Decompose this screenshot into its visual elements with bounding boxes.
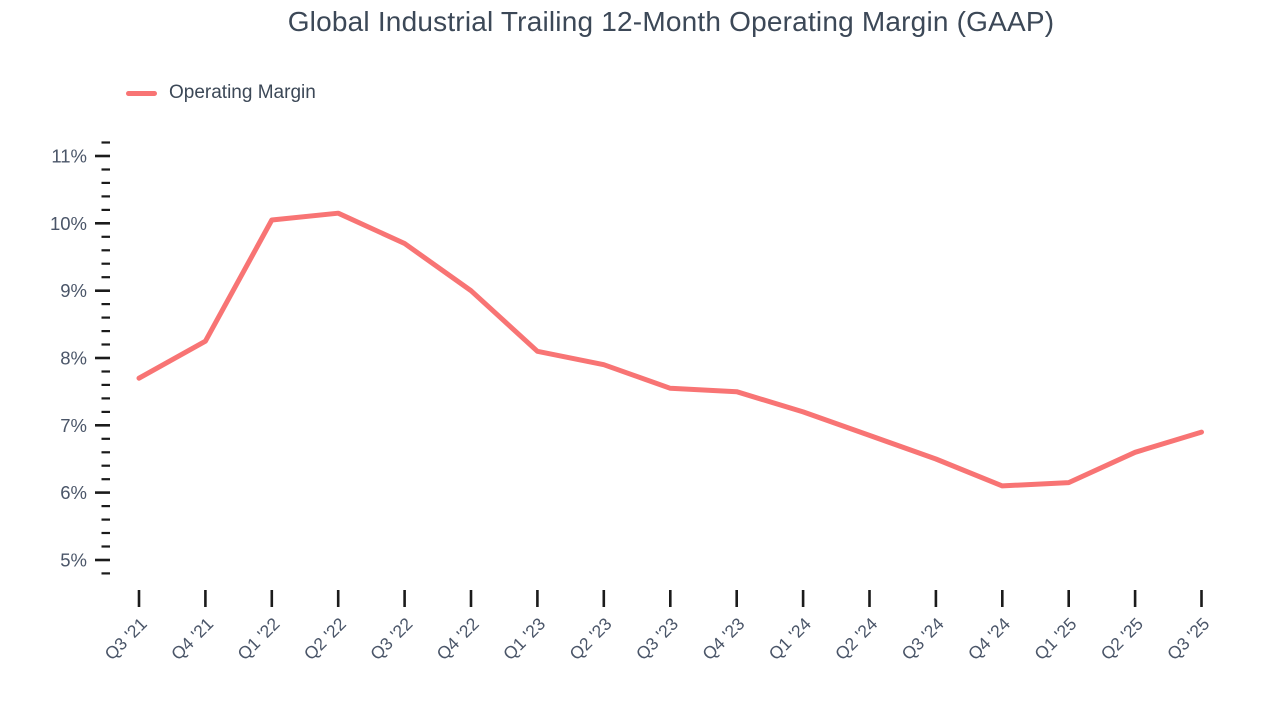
y-axis-label: 7% — [60, 415, 87, 436]
y-axis-label: 8% — [60, 348, 87, 369]
chart-title: Global Industrial Trailing 12-Month Oper… — [287, 6, 1055, 37]
x-axis-label: Q2 '22 — [300, 614, 350, 664]
y-axis-ticks — [95, 141, 110, 575]
x-axis-label: Q1 '22 — [233, 614, 283, 664]
x-axis-label: Q3 '22 — [366, 614, 416, 664]
x-axis-label: Q2 '25 — [1097, 614, 1147, 664]
x-axis-label: Q4 '23 — [698, 614, 748, 664]
x-axis-label: Q3 '23 — [632, 614, 682, 664]
x-axis-label: Q3 '21 — [101, 614, 151, 664]
series-line-operating-margin — [136, 210, 1204, 489]
x-axis-label: Q3 '25 — [1163, 614, 1213, 664]
x-axis-label: Q2 '23 — [565, 614, 615, 664]
legend-label: Operating Margin — [169, 82, 316, 103]
legend-line-swatch — [126, 90, 157, 96]
x-axis-labels: Q3 '21 Q4 '21 Q1 '22 Q2 '22 Q3 '22 Q4 '22 Q1 '… — [101, 613, 1214, 663]
x-axis-label: Q3 '24 — [898, 613, 948, 663]
y-axis-label: 9% — [60, 280, 87, 301]
x-axis-label: Q1 '24 — [765, 613, 815, 663]
y-axis-label: 10% — [50, 213, 87, 234]
y-axis-label: 6% — [60, 482, 87, 503]
x-axis-label: Q1 '23 — [499, 614, 549, 664]
x-axis-label: Q4 '21 — [167, 614, 217, 664]
x-axis-label: Q2 '24 — [831, 613, 881, 663]
x-axis-label: Q1 '25 — [1030, 614, 1080, 664]
x-axis-ticks — [137, 590, 1203, 607]
y-axis-label: 5% — [60, 550, 87, 571]
x-axis-label: Q4 '22 — [433, 614, 483, 664]
legend: Operating Margin — [126, 82, 316, 104]
x-axis-label: Q4 '24 — [964, 613, 1014, 663]
y-axis-label: 11% — [51, 146, 87, 167]
y-axis-labels: 5% 6% 7% 8% 9% 10% 11% — [50, 146, 87, 571]
